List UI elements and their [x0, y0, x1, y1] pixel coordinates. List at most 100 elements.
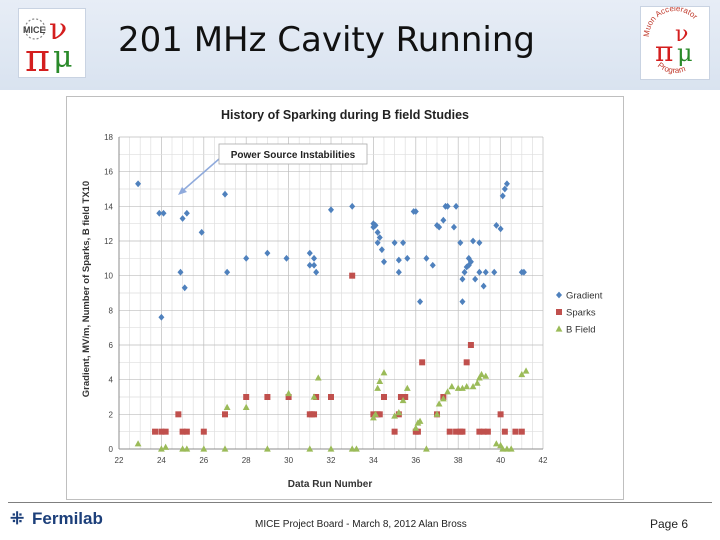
x-tick-label: 40	[496, 456, 505, 465]
chart-title: History of Sparking during B field Studi…	[221, 108, 469, 122]
data-point	[507, 445, 515, 452]
data-point	[491, 268, 498, 276]
legend-marker	[556, 309, 562, 315]
data-point	[412, 424, 420, 431]
footer-text: MICE Project Board - March 8, 2012 Alan …	[255, 519, 467, 530]
map-logo: Muon Accelerator Program π ν μ	[640, 6, 710, 80]
data-point	[264, 445, 271, 452]
data-point	[423, 445, 430, 452]
data-point	[285, 394, 292, 400]
y-tick-label: 0	[109, 445, 114, 454]
data-point	[429, 261, 436, 269]
data-point	[381, 258, 387, 266]
y-tick-label: 4	[109, 376, 114, 385]
svg-text:MICE: MICE	[23, 25, 46, 35]
legend-marker	[556, 291, 562, 299]
y-tick-label: 12	[104, 237, 113, 246]
x-tick-label: 38	[454, 456, 463, 465]
data-point	[181, 284, 188, 292]
data-point	[520, 268, 527, 276]
annotation-arrow	[179, 158, 220, 194]
data-point	[440, 216, 447, 224]
data-point	[223, 403, 231, 410]
data-point	[311, 411, 318, 418]
data-point	[484, 428, 491, 435]
legend-label: Gradient	[566, 291, 603, 302]
data-point	[158, 313, 165, 321]
data-point	[391, 239, 398, 247]
data-point	[372, 410, 379, 417]
data-point	[476, 239, 483, 247]
data-point	[243, 254, 250, 262]
page-number: Page 6	[650, 517, 689, 531]
data-point	[135, 180, 142, 188]
data-point	[395, 268, 402, 276]
data-point	[177, 268, 184, 276]
data-point	[453, 428, 460, 435]
data-point	[313, 394, 320, 400]
data-point	[476, 428, 483, 435]
mice-logo-graphic: MICE π ν μ	[23, 12, 73, 77]
data-point	[222, 190, 228, 198]
x-tick-label: 32	[327, 456, 336, 465]
data-point	[450, 223, 457, 231]
series-sparks	[152, 272, 525, 435]
x-tick-label: 36	[411, 456, 420, 465]
data-point	[353, 445, 360, 452]
data-point	[419, 359, 426, 366]
data-point	[285, 389, 292, 397]
annotation-box	[218, 143, 368, 165]
data-point	[179, 215, 186, 222]
data-point	[472, 275, 479, 283]
data-point	[482, 268, 489, 276]
data-point	[499, 192, 506, 200]
data-point	[134, 440, 142, 447]
data-point	[370, 220, 377, 228]
data-point	[158, 428, 165, 435]
data-point	[473, 379, 481, 386]
series-b-field	[134, 367, 530, 452]
data-point	[158, 445, 165, 452]
data-point	[376, 377, 384, 384]
data-point	[476, 268, 483, 276]
data-point	[459, 298, 466, 306]
data-point	[444, 388, 451, 395]
annotation-arrowhead	[178, 187, 187, 195]
data-point	[221, 445, 229, 452]
svg-text:μ: μ	[677, 39, 693, 67]
y-tick-label: 18	[104, 133, 113, 142]
data-point	[374, 239, 381, 247]
data-point	[283, 254, 290, 262]
data-point	[400, 239, 407, 247]
y-tick-label: 14	[104, 202, 113, 211]
chart-grid	[118, 136, 544, 450]
data-point	[446, 428, 453, 435]
data-point	[416, 417, 424, 424]
fermilab-text: Fermilab	[32, 509, 103, 528]
data-point	[391, 412, 398, 419]
data-point	[453, 202, 460, 210]
data-point	[372, 222, 379, 229]
data-point	[183, 209, 190, 217]
data-point	[328, 394, 334, 400]
sparking-chart-svg: History of Sparking during B field Studi…	[81, 108, 603, 490]
slide-header: MICE π ν μ 201 MHz Cavity Running Muon A…	[0, 0, 720, 90]
data-point	[482, 372, 490, 379]
y-axis-label: Gradient, MV/m, Number of Sparks, B fiel…	[81, 181, 92, 397]
x-tick-label: 22	[115, 456, 124, 465]
data-point	[476, 374, 483, 381]
data-point	[402, 394, 409, 400]
logo-pi: π	[25, 36, 50, 77]
data-point	[435, 400, 443, 407]
data-point	[459, 428, 466, 435]
sparking-chart: History of Sparking during B field Studi…	[66, 96, 624, 500]
data-point	[378, 246, 385, 254]
data-point	[478, 370, 485, 378]
svg-text:ν: ν	[675, 22, 688, 47]
data-point	[224, 268, 231, 276]
x-tick-labels: 22 24 26 28 30 32 34 36 38 40 42	[115, 456, 548, 465]
y-tick-label: 10	[104, 272, 113, 281]
data-point	[381, 394, 387, 400]
data-point	[522, 367, 530, 374]
data-point	[376, 234, 383, 241]
